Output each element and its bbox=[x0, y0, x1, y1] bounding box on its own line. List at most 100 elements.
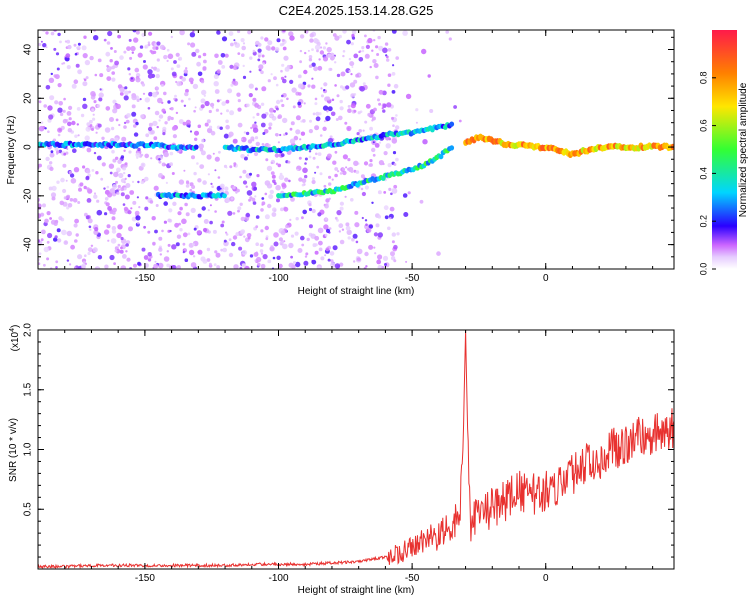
heatmap-cell bbox=[105, 51, 111, 57]
heatmap-cell bbox=[348, 57, 352, 61]
heatmap-cell bbox=[68, 105, 73, 110]
heatmap-cell bbox=[49, 166, 54, 171]
heatmap-cell bbox=[59, 200, 65, 206]
y-tick-label: 40 bbox=[23, 44, 34, 56]
heatmap-cell bbox=[270, 73, 273, 76]
heatmap-cell bbox=[56, 67, 60, 71]
heatmap-cell bbox=[143, 60, 146, 63]
heatmap-cell bbox=[218, 150, 221, 154]
heatmap-cell bbox=[255, 256, 262, 263]
heatmap-cell bbox=[229, 110, 235, 116]
heatmap-cell bbox=[45, 31, 49, 35]
heatmap-cell bbox=[57, 83, 62, 88]
heatmap-cell bbox=[163, 151, 169, 158]
heatmap-cell bbox=[356, 257, 361, 262]
heatmap-cell bbox=[171, 125, 177, 131]
heatmap-cell bbox=[247, 236, 251, 240]
heatmap-cell bbox=[249, 70, 252, 73]
heatmap-cell bbox=[271, 46, 276, 51]
heatmap-cell bbox=[271, 174, 276, 179]
heatmap-cell bbox=[339, 206, 344, 211]
heatmap-cell bbox=[68, 170, 73, 175]
heatmap-cell bbox=[40, 40, 43, 43]
heatmap-cell bbox=[111, 77, 116, 82]
heatmap-cell bbox=[299, 49, 303, 53]
heatmap-cell bbox=[164, 121, 168, 125]
heatmap-cell bbox=[265, 158, 269, 162]
heatmap-cell bbox=[365, 44, 370, 50]
heatmap-cell bbox=[331, 178, 334, 181]
heatmap-cell bbox=[344, 121, 348, 125]
heatmap-cell bbox=[155, 73, 160, 79]
heatmap-cell bbox=[334, 84, 337, 87]
heatmap-cell bbox=[196, 230, 202, 235]
heatmap-cell bbox=[109, 188, 116, 194]
heatmap-cell bbox=[334, 35, 340, 41]
heatmap-cell bbox=[391, 138, 398, 144]
heatmap-cell bbox=[255, 225, 259, 229]
heatmap-cell bbox=[264, 192, 268, 196]
heatmap-cell bbox=[118, 123, 121, 127]
heatmap-cell bbox=[373, 63, 379, 68]
heatmap-cell bbox=[403, 212, 409, 217]
heatmap-cell bbox=[295, 261, 301, 268]
heatmap-cell bbox=[326, 46, 332, 53]
heatmap-cell bbox=[311, 208, 316, 214]
heatmap-cell bbox=[137, 180, 140, 184]
heatmap-cell bbox=[391, 116, 394, 120]
heatmap-cell bbox=[324, 233, 328, 237]
heatmap-cell bbox=[113, 262, 116, 265]
heatmap-cell bbox=[209, 262, 212, 266]
heatmap-cell bbox=[180, 99, 184, 103]
heatmap-cell bbox=[160, 84, 164, 87]
heatmap-cell bbox=[336, 94, 340, 98]
heatmap-cell bbox=[274, 47, 280, 52]
heatmap-cell bbox=[273, 232, 279, 238]
heatmap-cell bbox=[126, 46, 131, 51]
heatmap-cell bbox=[257, 262, 261, 267]
heatmap-cell bbox=[95, 131, 98, 134]
heatmap-cell bbox=[103, 229, 110, 235]
y-tick-label: -20 bbox=[23, 188, 34, 203]
heatmap-cell bbox=[237, 209, 240, 213]
heatmap-cell bbox=[203, 59, 207, 64]
heatmap-cell bbox=[282, 78, 287, 84]
heatmap-cell bbox=[124, 162, 128, 166]
heatmap-cell bbox=[391, 30, 397, 34]
heatmap-cell bbox=[334, 150, 338, 154]
heatmap-cell bbox=[228, 238, 232, 242]
heatmap-cell bbox=[246, 154, 250, 157]
heatmap-cell bbox=[373, 232, 378, 237]
heatmap-cell bbox=[167, 100, 171, 104]
heatmap-cell bbox=[57, 133, 61, 137]
heatmap-cell bbox=[453, 105, 457, 109]
heatmap-cell bbox=[299, 34, 305, 39]
heatmap-cell bbox=[40, 238, 44, 242]
heatmap-cell bbox=[279, 133, 282, 137]
heatmap-cell bbox=[275, 184, 281, 191]
heatmap-cell bbox=[336, 210, 342, 216]
heatmap-cell bbox=[342, 154, 348, 160]
heatmap-cell bbox=[112, 184, 118, 190]
heatmap-cell bbox=[318, 247, 323, 252]
heatmap-cell bbox=[194, 137, 198, 141]
heatmap-cell bbox=[192, 255, 196, 258]
heatmap-cell bbox=[240, 216, 245, 222]
heatmap-cell bbox=[358, 134, 362, 138]
heatmap-cell bbox=[122, 166, 127, 171]
heatmap-cell bbox=[323, 224, 329, 230]
heatmap-cell bbox=[254, 40, 260, 46]
heatmap-cell bbox=[364, 185, 369, 190]
heatmap-cell bbox=[282, 30, 286, 33]
heatmap-cell bbox=[43, 246, 49, 253]
heatmap-cell bbox=[123, 206, 129, 212]
heatmap-cell bbox=[219, 183, 225, 189]
heatmap-cell bbox=[62, 163, 67, 168]
heatmap-cell bbox=[378, 45, 384, 51]
heatmap-cell bbox=[201, 206, 206, 211]
snr-y-multiplier: (x104) bbox=[9, 325, 21, 352]
heatmap-cell bbox=[382, 255, 389, 261]
spectrogram-y-label: Frequency (Hz) bbox=[6, 116, 17, 185]
heatmap-cell bbox=[93, 35, 99, 41]
heatmap-cell bbox=[184, 248, 187, 251]
